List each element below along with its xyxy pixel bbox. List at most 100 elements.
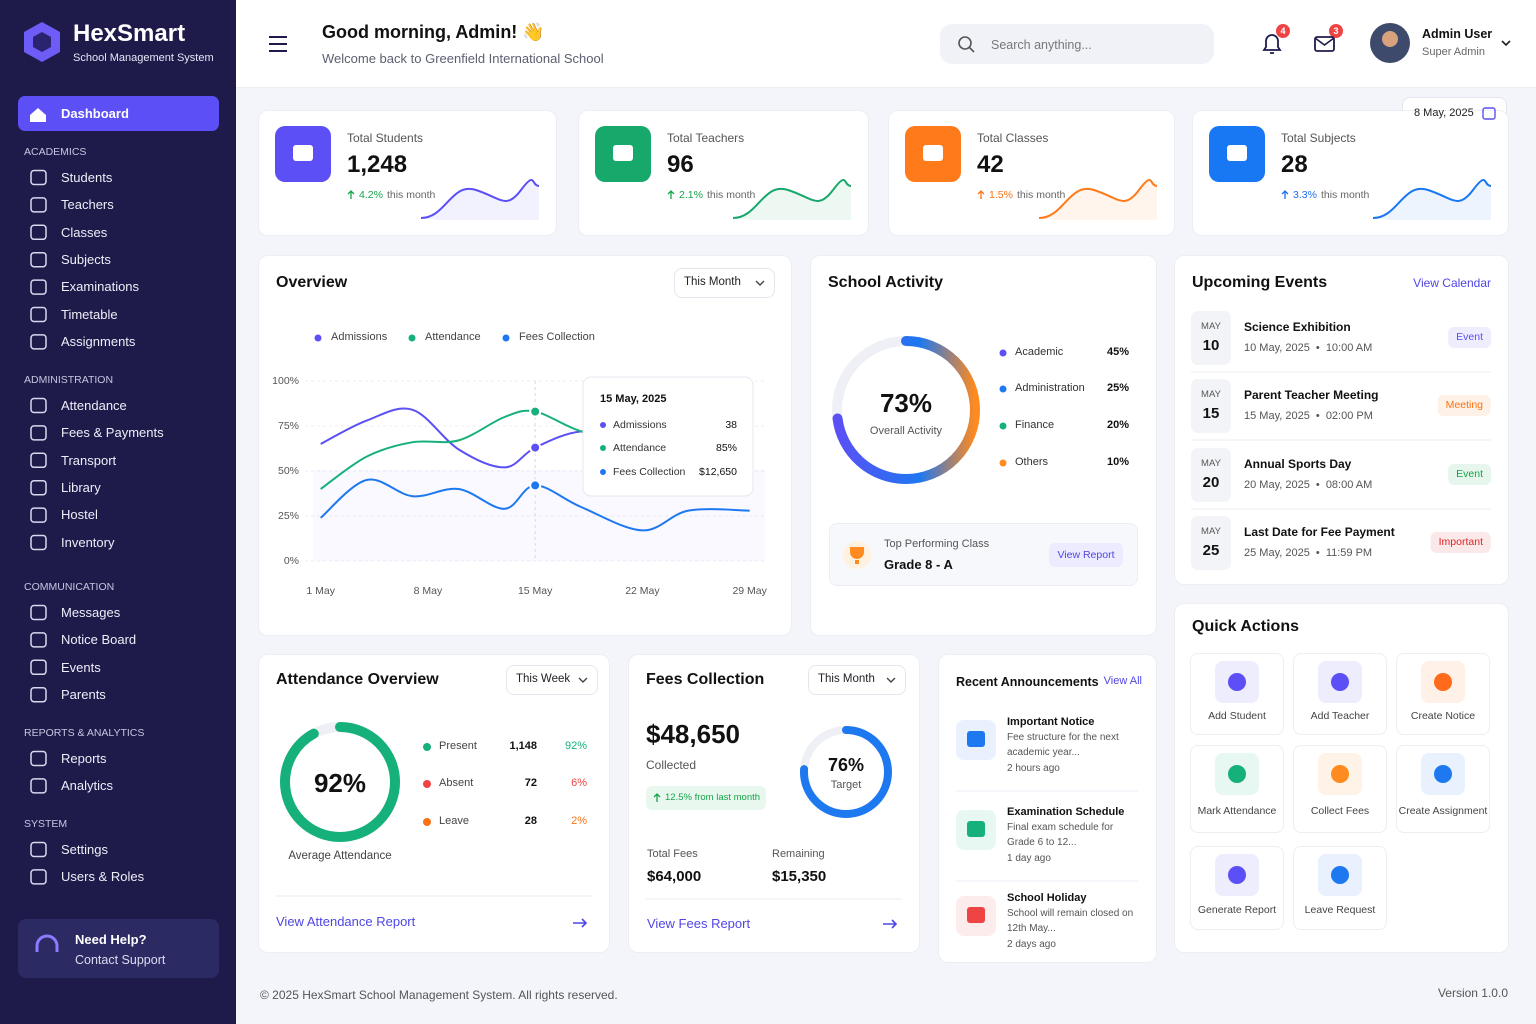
- card-title: School Activity: [828, 274, 943, 292]
- fees-remaining-label: Remaining: [772, 848, 825, 861]
- event-title[interactable]: Last Date for Fee Payment: [1244, 524, 1395, 539]
- announcement: Examination Schedule Final exam schedule …: [1007, 804, 1142, 884]
- filter-dropdown-label[interactable]: This Month: [818, 673, 875, 686]
- x-tick-label: 29 May: [732, 584, 767, 597]
- event-title[interactable]: Science Exhibition: [1244, 319, 1351, 334]
- fees-caption: Collected: [646, 757, 697, 772]
- quick-action[interactable]: [1396, 653, 1490, 735]
- stat-change-period: this month: [706, 189, 756, 201]
- nav-item[interactable]: Subjects: [61, 251, 111, 267]
- nav-item[interactable]: Attendance: [61, 397, 127, 413]
- stat-change-period: this month: [1016, 189, 1066, 201]
- attendance-row-share: 92%: [564, 740, 587, 753]
- event-day: 20: [1202, 474, 1220, 491]
- nav-item[interactable]: Teachers: [61, 197, 114, 213]
- nav-active[interactable]: [18, 96, 219, 131]
- nav-item[interactable]: Analytics: [61, 778, 114, 794]
- event-month: MAY: [1201, 458, 1221, 470]
- stat-label: Total Subjects: [1281, 130, 1356, 145]
- quick-action-label[interactable]: Add Student: [1208, 709, 1266, 722]
- card-title: Upcoming Events: [1192, 274, 1328, 292]
- nav-item[interactable]: Users & Roles: [61, 869, 145, 885]
- filter-dropdown-label[interactable]: This Week: [516, 673, 571, 686]
- nav-item[interactable]: Students: [61, 169, 113, 185]
- nav-item[interactable]: Library: [61, 479, 101, 495]
- stat-change-period: this month: [386, 189, 436, 201]
- quick-action-label[interactable]: Add Teacher: [1310, 709, 1370, 722]
- quick-action-label[interactable]: Leave Request: [1304, 903, 1376, 916]
- filter-dropdown-label[interactable]: This Month: [684, 276, 741, 289]
- attendance-row-share: 6%: [571, 777, 587, 790]
- separator: •: [1312, 479, 1323, 491]
- nav-item[interactable]: Timetable: [61, 306, 118, 322]
- nav-item[interactable]: Hostel: [61, 507, 98, 523]
- nav-item[interactable]: Classes: [61, 224, 108, 240]
- help-subtitle: Contact Support: [75, 952, 166, 967]
- fees-total-label: Total Fees: [647, 848, 698, 861]
- greeting: Good morning, Admin! 👋: [322, 22, 545, 43]
- event-tag: Event: [1448, 464, 1491, 485]
- stat-change-value: 1.5%: [989, 189, 1013, 201]
- nav-item[interactable]: Transport: [61, 452, 117, 468]
- view-report-btn[interactable]: [1049, 543, 1123, 567]
- nav-section: SYSTEM: [24, 817, 68, 830]
- nav-item[interactable]: Fees & Payments: [61, 425, 164, 441]
- view-calendar[interactable]: View Calendar: [1413, 275, 1491, 290]
- quick-action-label[interactable]: Generate Report: [1197, 903, 1277, 916]
- nav-item[interactable]: Events: [61, 659, 101, 675]
- tooltip-date: 15 May, 2025: [600, 393, 667, 406]
- attendance-row-label: Leave: [439, 815, 469, 828]
- announcement-text: Fee structure for the next academic year…: [1007, 732, 1119, 758]
- nav-item[interactable]: Dashboard: [61, 106, 129, 122]
- help-box[interactable]: [18, 919, 219, 978]
- quick-action-label[interactable]: Create Notice: [1410, 709, 1476, 722]
- nav-item[interactable]: Reports: [61, 750, 107, 766]
- quick-action[interactable]: [1293, 745, 1387, 833]
- date-label[interactable]: 8 May, 2025: [1414, 107, 1474, 120]
- quick-action[interactable]: [1396, 745, 1490, 833]
- announcement-text: Final exam schedule for Grade 6 to 12...: [1007, 822, 1114, 848]
- announcement-time: 1 day ago: [1007, 853, 1051, 864]
- quick-action[interactable]: [1293, 846, 1387, 930]
- quick-action[interactable]: [1190, 846, 1284, 930]
- overview-card: [258, 255, 792, 636]
- announcement-time: 2 days ago: [1007, 939, 1056, 950]
- quick-action-label[interactable]: Collect Fees: [1310, 804, 1370, 817]
- search-placeholder[interactable]: Search anything...: [991, 37, 1092, 52]
- nav-item[interactable]: Settings: [61, 841, 108, 857]
- view-report[interactable]: View Report: [1057, 548, 1115, 561]
- y-tick-label: 25%: [277, 509, 299, 522]
- event-title[interactable]: Annual Sports Day: [1244, 456, 1352, 471]
- announcement-title: Examination Schedule: [1007, 806, 1125, 818]
- quick-action[interactable]: [1190, 745, 1284, 833]
- event-day: 15: [1202, 405, 1220, 422]
- quick-action-icon: [1215, 753, 1259, 795]
- tooltip-value: 85%: [715, 441, 737, 454]
- quick-action-label[interactable]: Mark Attendance: [1197, 804, 1277, 817]
- badge: [1329, 24, 1343, 38]
- quick-action-icon: [1215, 661, 1259, 703]
- nav-item[interactable]: Parents: [61, 686, 106, 702]
- quick-action-label[interactable]: Create Assignment: [1398, 804, 1488, 817]
- search-box[interactable]: [940, 24, 1214, 64]
- view-fees-report[interactable]: View Fees Report: [647, 916, 751, 932]
- nav-item[interactable]: Inventory: [61, 534, 115, 550]
- nav-item[interactable]: Messages: [61, 604, 121, 620]
- nav-item[interactable]: Examinations: [61, 279, 140, 295]
- quick-action[interactable]: [1293, 653, 1387, 735]
- view-all[interactable]: View All: [1103, 675, 1142, 688]
- event-title[interactable]: Parent Teacher Meeting: [1244, 387, 1379, 402]
- event-date-text: 25 May, 2025: [1244, 547, 1310, 559]
- event-when: 10 May, 2025 • 10:00 AM: [1244, 341, 1444, 356]
- nav-item[interactable]: Notice Board: [61, 632, 137, 648]
- stat-change: 2.1% this month: [679, 188, 839, 202]
- card-title: Overview: [276, 274, 348, 292]
- user-name[interactable]: Admin User: [1422, 26, 1493, 41]
- view-attendance-report[interactable]: View Attendance Report: [276, 914, 416, 930]
- separator: •: [1312, 547, 1323, 559]
- legend-label: Attendance: [425, 331, 481, 344]
- quick-action[interactable]: [1190, 653, 1284, 735]
- event-when: 15 May, 2025 • 02:00 PM: [1244, 409, 1444, 424]
- nav-item[interactable]: Assignments: [61, 334, 136, 350]
